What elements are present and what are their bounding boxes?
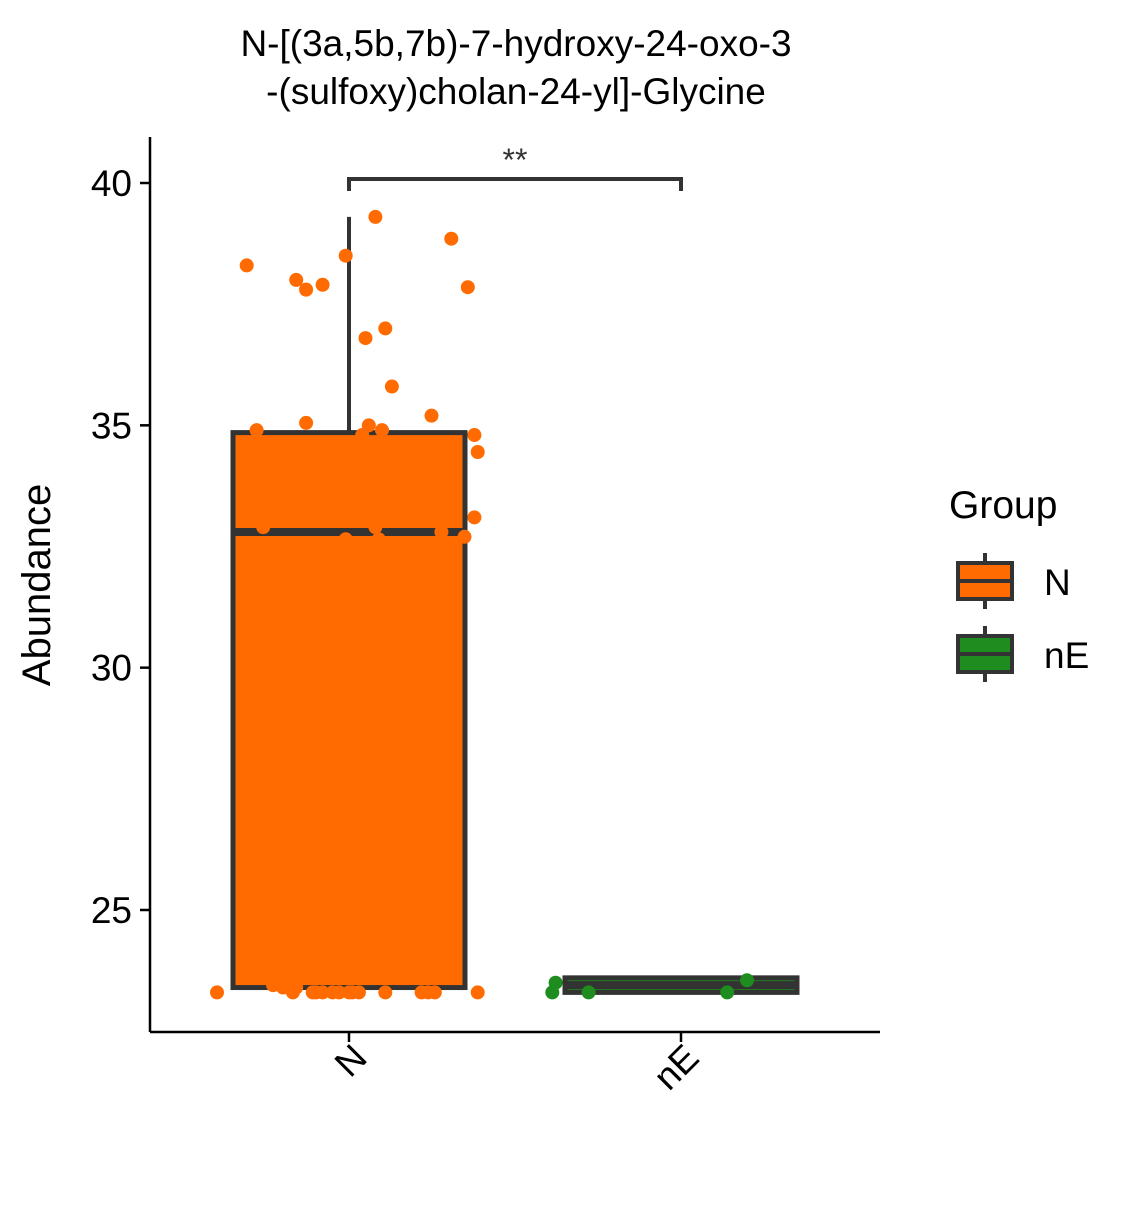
data-point-N [457, 529, 472, 544]
box-N [230, 216, 468, 991]
data-point-N [460, 280, 475, 295]
data-point-N [371, 532, 386, 547]
significance-label: ** [503, 142, 528, 178]
y-tick-label: 40 [91, 163, 132, 204]
data-point-N [470, 985, 485, 1000]
data-point-N [256, 520, 271, 535]
data-point-N [332, 985, 347, 1000]
data-point-N [424, 408, 439, 423]
data-point-N [434, 524, 449, 539]
y-axis-label: Abundance [15, 484, 59, 686]
data-point-N [239, 258, 254, 273]
legend-title: Group [949, 484, 1057, 527]
data-point-N [351, 985, 366, 1000]
data-point-N [470, 444, 485, 459]
data-point-N [378, 985, 393, 1000]
data-point-N [315, 277, 330, 292]
data-point-nE [581, 985, 596, 1000]
chart-title-line-2: -(sulfoxy)cholan-24-yl]-Glycine [266, 71, 766, 112]
data-point-N [249, 423, 264, 438]
y-tick-label: 25 [91, 890, 132, 931]
data-point-N [427, 985, 442, 1000]
data-point-N [299, 282, 314, 297]
chart-title-line-1: N-[(3a,5b,7b)-7-hydroxy-24-oxo-3 [240, 23, 791, 64]
data-point-nE [740, 973, 754, 988]
box-nE [562, 975, 800, 995]
data-point-N [444, 231, 459, 246]
legend-item-nE: nE [956, 626, 1089, 682]
y-tick-label: 30 [91, 648, 132, 689]
box-body-N [230, 430, 468, 991]
data-point-N [338, 248, 353, 263]
data-point-N [210, 985, 224, 1000]
data-point-N [368, 209, 383, 224]
data-point-N [289, 272, 304, 287]
y-tick-label: 35 [91, 405, 132, 446]
data-point-nE [720, 985, 735, 1000]
legend-item-label: nE [1044, 635, 1089, 676]
data-point-N [338, 532, 353, 547]
data-point-N [315, 985, 330, 1000]
legend-item-N: N [956, 553, 1071, 609]
data-point-N [467, 510, 482, 525]
data-point-N [361, 418, 376, 433]
data-point-N [368, 520, 383, 535]
legend-item-label: N [1044, 562, 1071, 603]
significance-bracket [347, 177, 683, 191]
data-point-N [375, 423, 389, 438]
legend: Group NnE [949, 484, 1089, 682]
data-point-N [266, 440, 281, 455]
data-point-N [299, 415, 314, 430]
data-point-nE [548, 975, 563, 990]
data-point-N [378, 321, 393, 336]
data-point-N [358, 331, 373, 346]
data-point-N [289, 980, 304, 995]
data-point-N [467, 428, 482, 443]
data-point-N [384, 379, 399, 394]
data-point-N [252, 549, 267, 564]
